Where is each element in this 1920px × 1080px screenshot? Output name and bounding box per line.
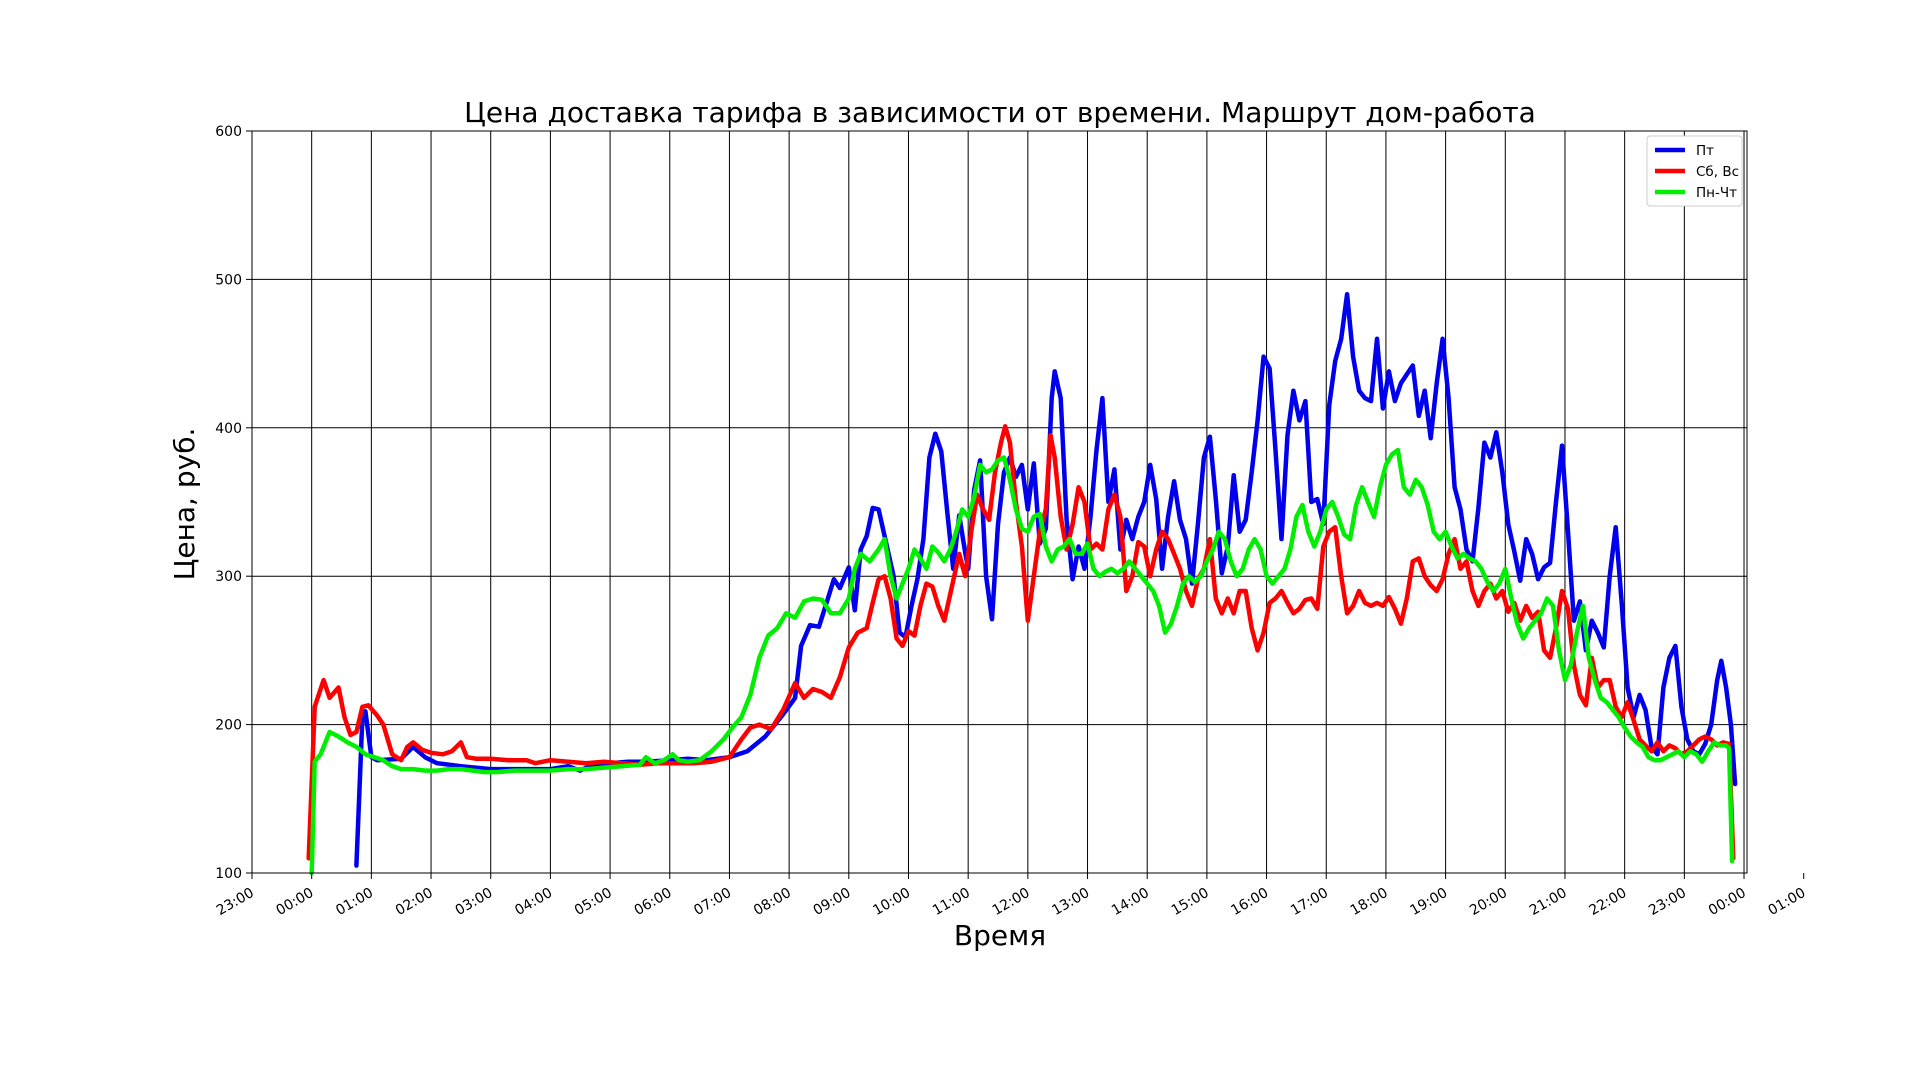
series-lines	[306, 291, 1738, 876]
plot-frame	[251, 130, 1748, 874]
y-tick-label: 500	[215, 272, 242, 288]
y-tick-label: 600	[215, 124, 242, 140]
legend-label-fri: Пт	[1696, 143, 1714, 159]
y-tick-label: 300	[215, 569, 242, 585]
y-tick-label: 400	[215, 421, 242, 437]
legend: Пт Сб, Вс Пн-Чт	[1646, 135, 1743, 207]
chart-title: Цена доставка тарифа в зависимости от вр…	[464, 96, 1536, 129]
y-axis-ticks: 100 200 300 400 500 600	[215, 124, 252, 882]
x-axis-label: Время	[954, 919, 1046, 952]
y-tick-label: 200	[215, 718, 242, 734]
legend-label-mon-thu: Пн-Чт	[1696, 185, 1737, 201]
y-axis-label: Цена, руб.	[168, 428, 201, 581]
series-line-mon-thu	[309, 447, 1735, 876]
legend-box	[1646, 135, 1743, 207]
legend-label-weekend: Сб, Вс	[1696, 164, 1739, 180]
series-line-fri	[354, 291, 1738, 868]
y-tick-label: 100	[215, 866, 242, 882]
